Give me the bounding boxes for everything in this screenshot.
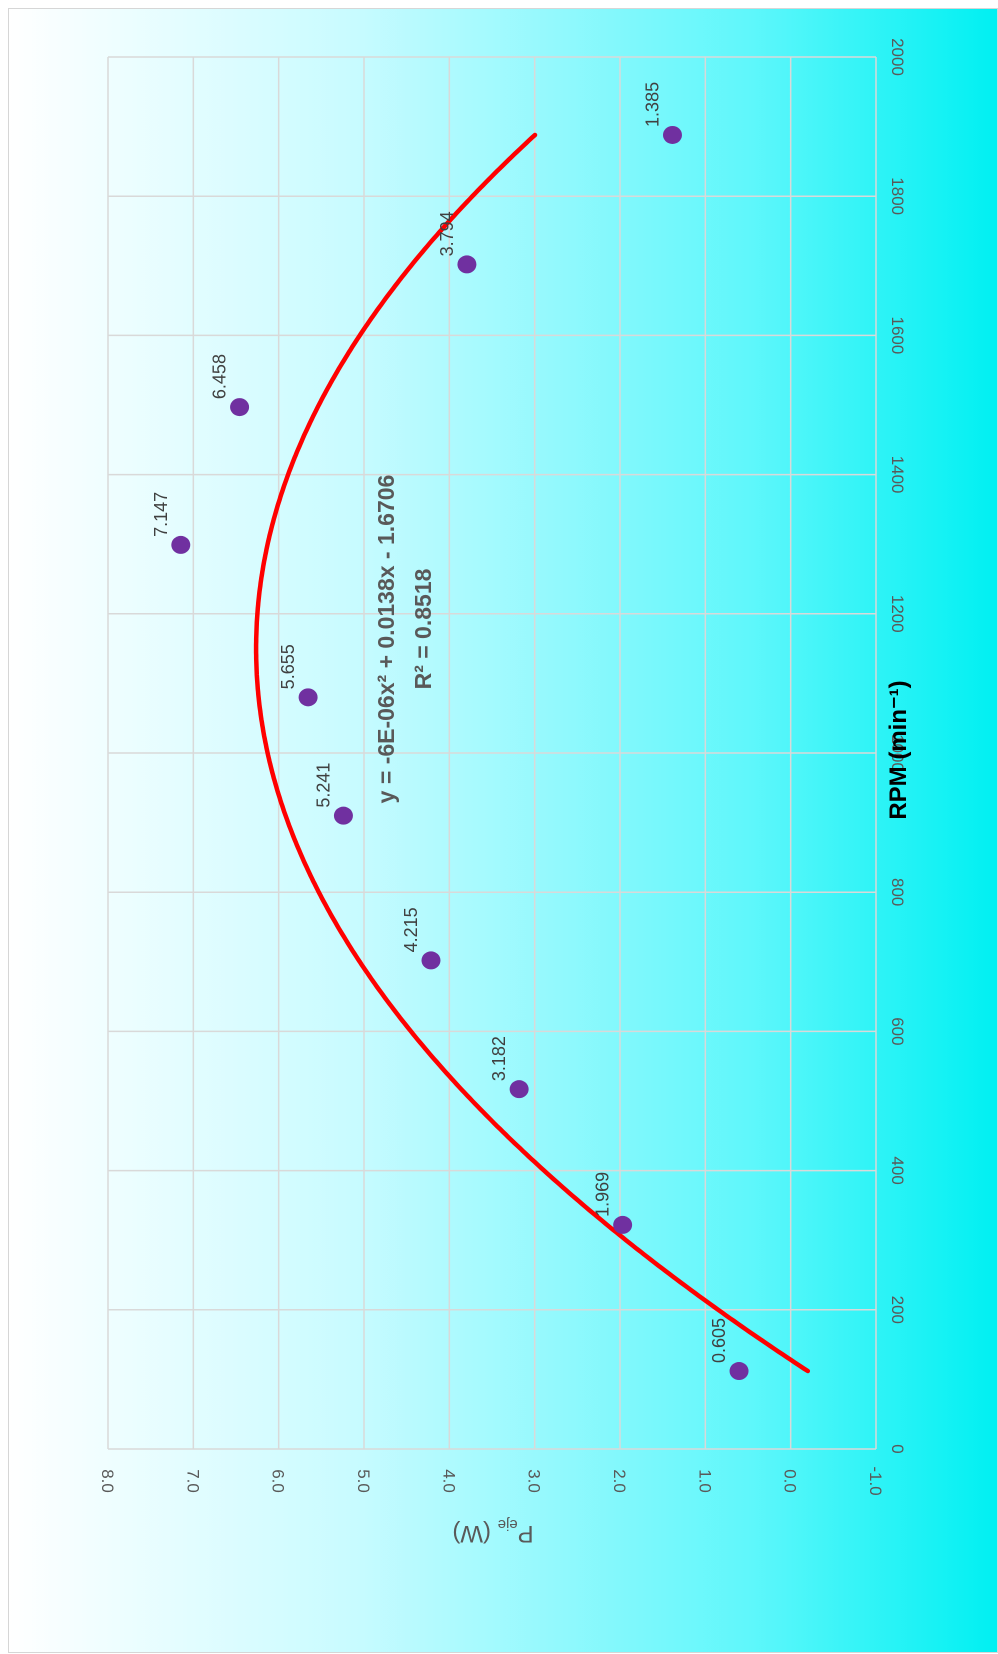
data-label: 7.147 <box>151 492 171 537</box>
y-axis-title-subscript: eje <box>498 1516 518 1533</box>
grid <box>107 56 877 1450</box>
trendline-equation: y = -6E-06x² + 0.0138x - 1.6706 <box>373 475 399 804</box>
y-tick-label: 1.0 <box>695 1469 714 1493</box>
data-point <box>171 535 191 554</box>
data-label: 4.215 <box>401 907 421 952</box>
x-tick-label: 800 <box>888 878 907 906</box>
y-tick-label: 7.0 <box>183 1469 202 1493</box>
x-tick-label: 2000 <box>888 38 907 76</box>
data-label: 5.655 <box>278 644 298 689</box>
trendline-r-squared: R² = 0.8518 <box>410 568 436 689</box>
chart-frame: 0.605 1.969 3.182 4.215 5.241 5.655 7.147 6.458… <box>8 8 998 1653</box>
chart: 0.605 1.969 3.182 4.215 5.241 5.655 7.147 6.458… <box>98 38 912 1547</box>
y-tick-label: 6.0 <box>269 1469 288 1493</box>
data-point <box>333 806 353 825</box>
data-label: 3.794 <box>437 211 457 256</box>
x-tick-label: 200 <box>888 1296 907 1324</box>
data-point <box>729 1362 749 1381</box>
data-label: 0.605 <box>709 1318 729 1363</box>
x-tick-label: 0 <box>888 1444 907 1453</box>
data-point <box>662 125 682 144</box>
data-label: 6.458 <box>210 354 230 399</box>
data-label: 5.241 <box>313 763 333 808</box>
data-point <box>421 951 441 970</box>
data-point <box>457 255 477 274</box>
x-tick-label: 1800 <box>888 177 907 215</box>
y-tick-label: 0.0 <box>781 1469 800 1493</box>
data-label: 1.969 <box>593 1172 613 1217</box>
data-point <box>230 398 250 417</box>
y-axis-title: Peje (W) <box>452 1516 533 1547</box>
y-axis-title-unit: (W) <box>452 1520 497 1547</box>
x-tick-label: 600 <box>888 1017 907 1045</box>
y-tick-label: 5.0 <box>354 1469 373 1493</box>
trendline-group <box>253 132 811 1374</box>
y-tick-label: -1.0 <box>866 1466 885 1495</box>
tick-labels-group: 0 200 400 600 800 1000 1200 1400 1600 1800 2000 8.0… <box>98 38 907 1496</box>
data-point <box>298 688 318 707</box>
y-tick-label: 8.0 <box>98 1469 117 1493</box>
y-axis-title-main: P <box>518 1520 534 1547</box>
data-label: 3.182 <box>489 1036 509 1081</box>
y-tick-label: 2.0 <box>610 1469 629 1493</box>
x-tick-label: 1000 <box>888 734 907 772</box>
y-tick-label: 4.0 <box>439 1469 458 1493</box>
data-point <box>509 1080 529 1099</box>
data-label: 1.385 <box>642 82 662 127</box>
x-tick-label: 1600 <box>888 316 907 354</box>
x-axis-title: RPM (min⁻¹) <box>885 680 912 819</box>
x-tick-label: 400 <box>888 1156 907 1184</box>
x-tick-label: 1200 <box>888 595 907 633</box>
y-tick-label: 3.0 <box>525 1469 544 1493</box>
x-tick-label: 1400 <box>888 456 907 494</box>
trendline <box>253 132 811 1374</box>
data-points-group: 0.605 1.969 3.182 4.215 5.241 5.655 7.147 6.458… <box>151 82 749 1381</box>
data-point <box>613 1215 633 1234</box>
